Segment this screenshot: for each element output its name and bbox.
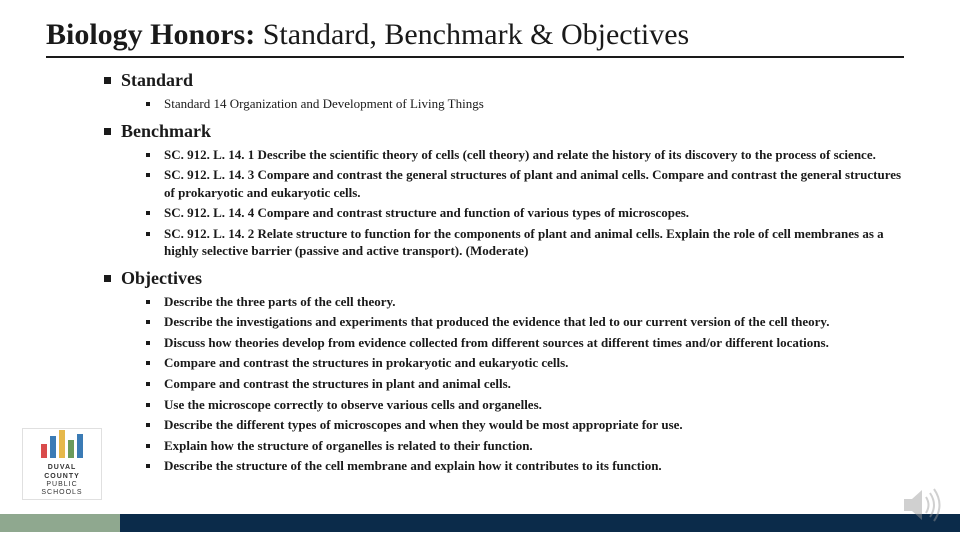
section-title: Benchmark xyxy=(121,121,211,142)
section-item: Objectives Describe the three parts of th… xyxy=(46,268,914,475)
logo-bar xyxy=(77,434,83,458)
dot-bullet-icon xyxy=(146,300,150,304)
section-title: Objectives xyxy=(121,268,202,289)
dot-bullet-icon xyxy=(146,341,150,345)
list-item: SC. 912. L. 14. 2 Relate structure to fu… xyxy=(146,225,914,260)
section-item: Benchmark SC. 912. L. 14. 1 Describe the … xyxy=(46,121,914,260)
logo-bar xyxy=(50,436,56,458)
list-item: Use the microscope correctly to observe … xyxy=(146,396,914,414)
dot-bullet-icon xyxy=(146,173,150,177)
list-item-text: Standard 14 Organization and Development… xyxy=(164,95,484,113)
dot-bullet-icon xyxy=(146,320,150,324)
list-item-text: SC. 912. L. 14. 3 Compare and contrast t… xyxy=(164,166,914,201)
dot-bullet-icon xyxy=(146,382,150,386)
dot-bullet-icon xyxy=(146,361,150,365)
dot-bullet-icon xyxy=(146,153,150,157)
dot-bullet-icon xyxy=(146,403,150,407)
logo-bar xyxy=(68,440,74,458)
section-header: Objectives xyxy=(104,268,914,289)
list-item-text: Compare and contrast the structures in p… xyxy=(164,354,568,372)
sub-list: Describe the three parts of the cell the… xyxy=(46,293,914,475)
list-item-text: SC. 912. L. 14. 1 Describe the scientifi… xyxy=(164,146,876,164)
section-list: Standard Standard 14 Organization and Dev… xyxy=(46,70,914,475)
list-item-text: Use the microscope correctly to observe … xyxy=(164,396,542,414)
section-header: Benchmark xyxy=(104,121,914,142)
dot-bullet-icon xyxy=(146,102,150,106)
slide: Biology Honors: Standard, Benchmark & Ob… xyxy=(0,0,960,540)
list-item: SC. 912. L. 14. 1 Describe the scientifi… xyxy=(146,146,914,164)
dot-bullet-icon xyxy=(146,423,150,427)
list-item: Explain how the structure of organelles … xyxy=(146,437,914,455)
logo: DUVAL COUNTY PUBLIC SCHOOLS xyxy=(22,428,102,500)
title-rest: Standard, Benchmark & Objectives xyxy=(255,18,689,51)
title-bold: Biology Honors: xyxy=(46,18,255,51)
list-item-text: Describe the different types of microsco… xyxy=(164,416,683,434)
dot-bullet-icon xyxy=(146,232,150,236)
list-item-text: Explain how the structure of organelles … xyxy=(164,437,533,455)
list-item: SC. 912. L. 14. 3 Compare and contrast t… xyxy=(146,166,914,201)
list-item: Describe the three parts of the cell the… xyxy=(146,293,914,311)
bottom-bar-accent xyxy=(0,514,120,532)
square-bullet-icon xyxy=(104,128,111,135)
section-item: Standard Standard 14 Organization and Dev… xyxy=(46,70,914,113)
list-item: Describe the structure of the cell membr… xyxy=(146,457,914,475)
dot-bullet-icon xyxy=(146,444,150,448)
square-bullet-icon xyxy=(104,77,111,84)
sub-list: Standard 14 Organization and Development… xyxy=(46,95,914,113)
list-item-text: Compare and contrast the structures in p… xyxy=(164,375,511,393)
list-item-text: Describe the three parts of the cell the… xyxy=(164,293,396,311)
list-item: Discuss how theories develop from eviden… xyxy=(146,334,914,352)
list-item: Describe the different types of microsco… xyxy=(146,416,914,434)
list-item: Describe the investigations and experime… xyxy=(146,313,914,331)
list-item: Standard 14 Organization and Development… xyxy=(146,95,914,113)
bottom-bar-main xyxy=(0,514,960,532)
list-item: Compare and contrast the structures in p… xyxy=(146,375,914,393)
page-title: Biology Honors: Standard, Benchmark & Ob… xyxy=(46,18,904,58)
section-header: Standard xyxy=(104,70,914,91)
dot-bullet-icon xyxy=(146,464,150,468)
list-item-text: Discuss how theories develop from eviden… xyxy=(164,334,829,352)
list-item-text: SC. 912. L. 14. 2 Relate structure to fu… xyxy=(164,225,914,260)
square-bullet-icon xyxy=(104,275,111,282)
dot-bullet-icon xyxy=(146,211,150,215)
logo-text: DUVAL COUNTY PUBLIC SCHOOLS xyxy=(29,464,95,498)
list-item: Compare and contrast the structures in p… xyxy=(146,354,914,372)
list-item-text: Describe the investigations and experime… xyxy=(164,313,829,331)
list-item-text: Describe the structure of the cell membr… xyxy=(164,457,662,475)
speaker-icon[interactable] xyxy=(900,484,942,526)
logo-bars xyxy=(41,430,83,458)
logo-bar xyxy=(41,444,47,458)
logo-bar xyxy=(59,430,65,458)
logo-line2: PUBLIC SCHOOLS xyxy=(29,481,95,498)
logo-line1: DUVAL COUNTY xyxy=(29,464,95,481)
section-title: Standard xyxy=(121,70,193,91)
sub-list: SC. 912. L. 14. 1 Describe the scientifi… xyxy=(46,146,914,260)
list-item: SC. 912. L. 14. 4 Compare and contrast s… xyxy=(146,204,914,222)
list-item-text: SC. 912. L. 14. 4 Compare and contrast s… xyxy=(164,204,689,222)
